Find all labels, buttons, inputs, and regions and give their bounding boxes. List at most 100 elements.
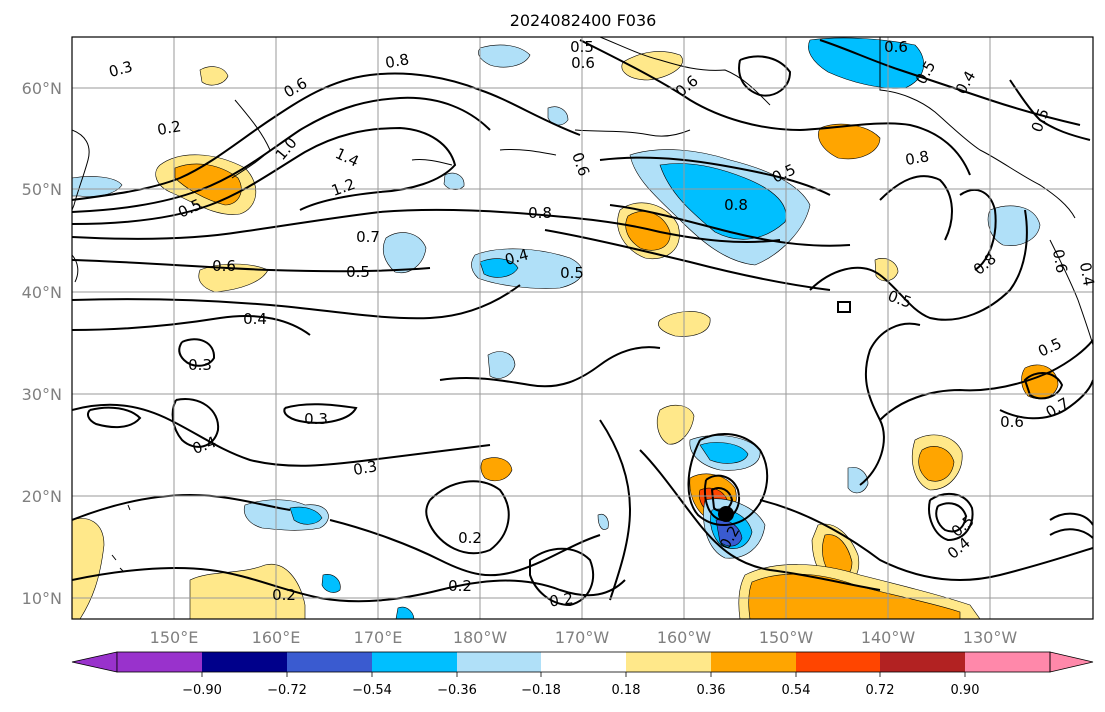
colorbar-tick-label: −0.18	[521, 683, 561, 698]
warm-patch	[198, 263, 269, 293]
colorbar-segment	[711, 652, 796, 672]
contour-line	[599, 419, 632, 601]
colorbar-segment	[202, 652, 287, 672]
contour-line	[599, 156, 831, 196]
contour-line	[999, 379, 1093, 420]
lat-tick-label: 50°N	[22, 180, 62, 199]
contour-line	[544, 229, 831, 291]
lon-tick-label: 160°E	[252, 628, 301, 647]
colorbar-segment	[372, 652, 457, 672]
contour-label: 0.8	[724, 196, 748, 214]
lat-tick-label: 60°N	[22, 79, 62, 98]
contour-line	[609, 204, 851, 247]
cold-patch	[321, 574, 341, 593]
contour-line	[935, 502, 968, 533]
colorbar-tick-label: 0.90	[951, 683, 980, 698]
colorbar-tick-label: 0.18	[612, 683, 641, 698]
contour-label: 0.6	[571, 54, 595, 72]
contour-label: 0.5	[560, 264, 584, 282]
colorbar: −0.90 −0.72 −0.54 −0.36 −0.18 0.18 0.36 …	[71, 651, 1094, 698]
colorbar-tick-label: −0.54	[352, 683, 392, 698]
contour-line	[72, 208, 781, 243]
contour-label: 0.2	[272, 586, 296, 604]
gridlines	[72, 37, 1093, 619]
contour-line	[837, 301, 851, 313]
contour-label: 0.8	[904, 147, 931, 169]
cold-patch	[383, 232, 427, 274]
contour-line	[809, 209, 1028, 321]
contour-label: 0.4	[190, 433, 219, 458]
contour-line	[879, 175, 953, 241]
colorbar-segment	[880, 652, 965, 672]
lon-tick-label: 140°W	[861, 628, 916, 647]
warm-patch	[656, 404, 695, 445]
contour-line	[529, 547, 595, 607]
contour-line	[329, 519, 601, 577]
cold-patch	[72, 176, 123, 197]
cold-patch	[479, 258, 519, 278]
contour-label: 0.4	[243, 310, 267, 328]
cold-patch	[659, 163, 787, 240]
warm-patch	[818, 123, 881, 160]
contour-line	[879, 339, 1093, 421]
contour-label: 0.3	[107, 57, 135, 81]
cold-patch	[478, 44, 531, 68]
contour-line	[283, 403, 358, 424]
contour-label: 0.2	[448, 577, 472, 595]
cold-patch	[487, 351, 516, 379]
lon-tick-label: 180°W	[453, 628, 508, 647]
contour-line	[704, 474, 740, 522]
colorbar-tick-label: 0.36	[697, 683, 726, 698]
contour-label: 0.3	[352, 457, 379, 479]
contour-label: 0.3	[188, 356, 212, 374]
colorbar-segment	[117, 652, 202, 672]
contour-label: 0.4	[952, 68, 980, 98]
lat-tick-label: 10°N	[22, 589, 62, 608]
coastline-hawaii	[111, 504, 131, 573]
contour-label: 0.5	[570, 38, 594, 56]
cyclone-center-marker	[718, 506, 734, 522]
colorbar-tick-label: −0.36	[437, 683, 477, 698]
contour-line	[171, 398, 220, 448]
contour-line	[738, 55, 792, 97]
lon-tick-label: 170°E	[354, 628, 403, 647]
colorbar-frame	[116, 651, 1051, 673]
lon-tick-label: 150°W	[759, 628, 814, 647]
contour-line	[178, 338, 216, 367]
latitude-axis: 60°N 50°N 40°N 30°N 20°N 10°N	[22, 79, 62, 608]
lat-tick-label: 30°N	[22, 385, 62, 404]
contour-line	[639, 449, 881, 591]
cold-patch	[289, 506, 323, 525]
contour-label: 0.8	[528, 204, 552, 222]
contour-line	[72, 567, 626, 603]
warm-patch	[480, 457, 513, 482]
contour-label: 0.6	[568, 150, 593, 179]
contour-label: 0.5	[1035, 334, 1064, 360]
contour-label: 0.4	[1076, 261, 1098, 288]
contour-line	[425, 480, 510, 555]
contour-label: 0.5	[346, 263, 370, 281]
contour-label: 0.2	[548, 589, 574, 610]
lon-tick-label: 170°W	[555, 628, 610, 647]
longitude-axis: 150°E 160°E 170°E 180°W 170°W 160°W 150°…	[150, 628, 1018, 647]
map-frame	[71, 36, 1094, 620]
contour-line	[687, 433, 769, 527]
colorbar-segment	[965, 652, 1050, 672]
contour-label: 1.4	[332, 144, 361, 170]
colorbar-segment	[287, 652, 372, 672]
contour-label: 0.6	[884, 38, 908, 56]
contour-line	[1049, 512, 1093, 539]
contour-line	[72, 72, 581, 201]
colorbar-tick-label: −0.72	[267, 683, 307, 698]
contour-line	[72, 315, 311, 336]
coastline-asia	[72, 129, 90, 283]
contour-line	[1023, 372, 1064, 400]
coastline-aleutians	[411, 129, 691, 166]
colorbar-segment	[457, 652, 541, 672]
warm-patch	[621, 51, 683, 81]
coastline-na-west	[1049, 239, 1093, 346]
cold-patch	[847, 467, 869, 494]
contour-layer	[72, 39, 1093, 607]
contour-label: 0.6	[212, 257, 236, 275]
contour-line	[859, 322, 921, 486]
